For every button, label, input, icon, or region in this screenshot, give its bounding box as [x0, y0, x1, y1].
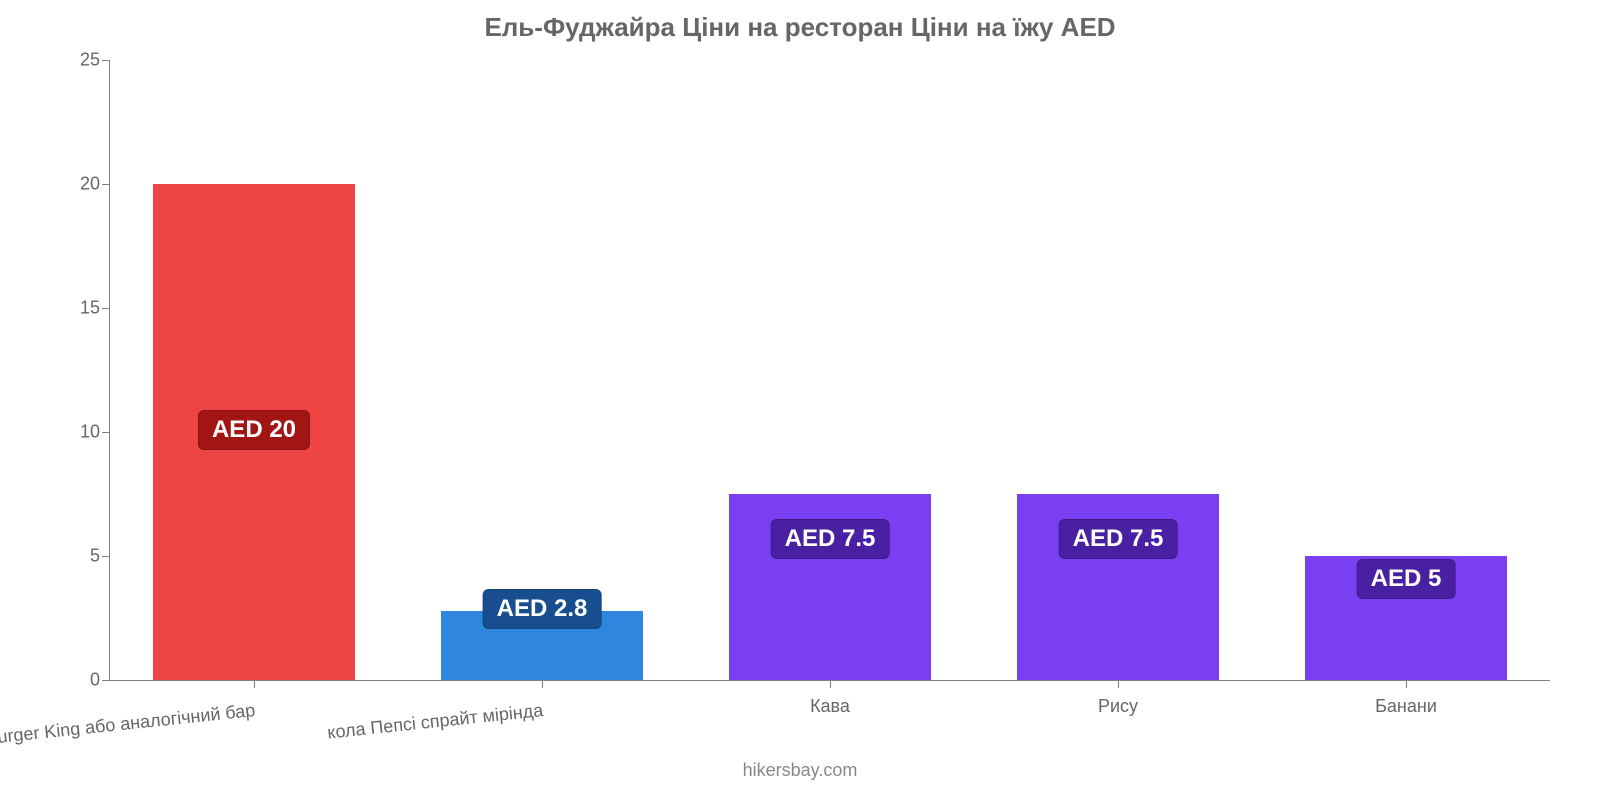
- xtick-mark: [542, 680, 543, 688]
- xtick-mark: [1118, 680, 1119, 688]
- xtick-mark: [1406, 680, 1407, 688]
- bar-value-label: AED 7.5: [1059, 519, 1178, 559]
- x-axis-label: кола Пепсі спрайт мірінда: [326, 700, 544, 744]
- x-axis: [108, 680, 1550, 681]
- bar-value-label: AED 5: [1357, 559, 1456, 599]
- bar-value-label: AED 2.8: [483, 589, 602, 629]
- chart-title: Ель-Фуджайра Ціни на ресторан Ціни на їж…: [0, 12, 1600, 43]
- x-axis-label: Mac Burger King або аналогічний бар: [0, 700, 256, 753]
- bar-slot: AED 7.5: [974, 60, 1262, 680]
- x-axis-label: Банани: [1375, 696, 1437, 717]
- plot-area: AED 20AED 2.8AED 7.5AED 7.5AED 5 0510152…: [110, 60, 1550, 680]
- bar-value-label: AED 20: [198, 410, 310, 450]
- y-axis: [109, 60, 110, 680]
- bar-slot: AED 2.8: [398, 60, 686, 680]
- bar-value-label: AED 7.5: [771, 519, 890, 559]
- ytick-label: 10: [80, 422, 110, 443]
- xtick-mark: [830, 680, 831, 688]
- chart-container: Ель-Фуджайра Ціни на ресторан Ціни на їж…: [0, 0, 1600, 800]
- bars: AED 20 AED 2.8 AED 7.5 AED 7.5 AED 5: [110, 60, 1550, 680]
- ytick-label: 5: [90, 546, 110, 567]
- ytick-label: 15: [80, 298, 110, 319]
- bar-slot: AED 5: [1262, 60, 1550, 680]
- ytick-label: 25: [80, 50, 110, 71]
- ytick-label: 20: [80, 174, 110, 195]
- x-axis-label: Кава: [810, 696, 850, 717]
- bar-slot: AED 7.5: [686, 60, 974, 680]
- bar-slot: AED 20: [110, 60, 398, 680]
- x-axis-label: Рису: [1098, 696, 1138, 717]
- xtick-mark: [254, 680, 255, 688]
- ytick-label: 0: [90, 670, 110, 691]
- attribution: hikersbay.com: [0, 760, 1600, 781]
